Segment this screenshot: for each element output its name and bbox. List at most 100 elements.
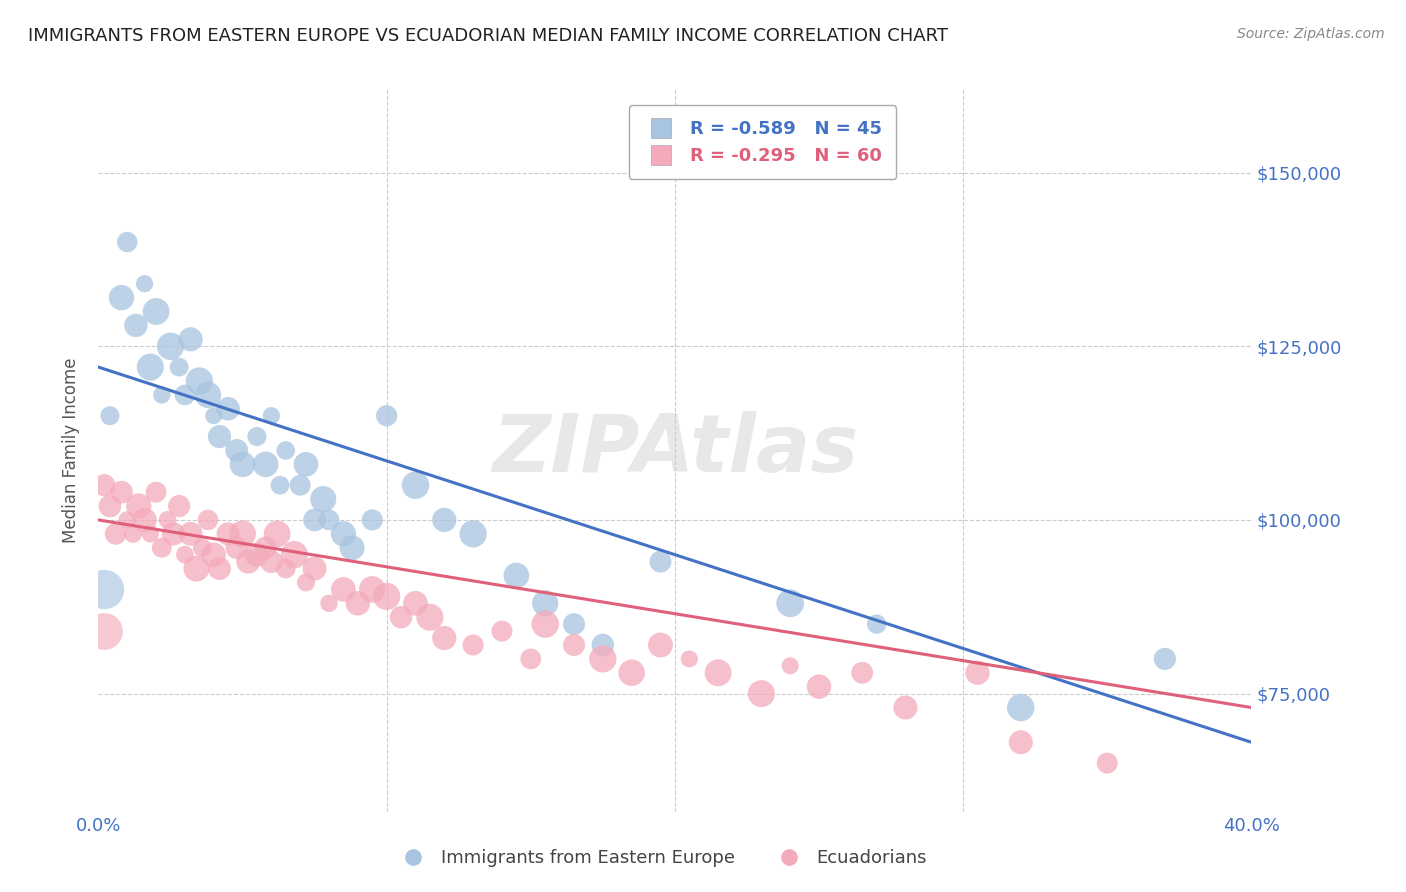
Point: [117, 513, 139, 527]
Point: [269, 478, 291, 492]
Point: [104, 526, 127, 541]
Text: IMMIGRANTS FROM EASTERN EUROPE VS ECUADORIAN MEDIAN FAMILY INCOME CORRELATION CH: IMMIGRANTS FROM EASTERN EUROPE VS ECUADO…: [28, 27, 948, 45]
Point: [122, 526, 145, 541]
Point: [167, 360, 190, 375]
Point: [188, 374, 211, 388]
Point: [260, 555, 283, 569]
Point: [562, 638, 585, 652]
Point: [318, 596, 340, 610]
Point: [389, 610, 412, 624]
Point: [93, 582, 115, 597]
Point: [1010, 735, 1032, 749]
Point: [346, 596, 368, 610]
Point: [134, 513, 156, 527]
Point: [318, 513, 340, 527]
Point: [1010, 700, 1032, 714]
Point: [174, 548, 197, 562]
Point: [562, 617, 585, 632]
Y-axis label: Median Family Income: Median Family Income: [62, 358, 80, 543]
Point: [139, 526, 162, 541]
Point: [678, 652, 700, 666]
Point: [650, 638, 672, 652]
Point: [433, 513, 456, 527]
Point: [405, 478, 427, 492]
Point: [128, 499, 150, 513]
Point: [1154, 652, 1177, 666]
Point: [332, 582, 354, 597]
Point: [202, 409, 225, 423]
Point: [461, 526, 484, 541]
Point: [534, 617, 557, 632]
Legend: Immigrants from Eastern Europe, Ecuadorians: Immigrants from Eastern Europe, Ecuadori…: [388, 842, 934, 874]
Point: [191, 541, 214, 555]
Point: [260, 409, 283, 423]
Point: [186, 561, 208, 575]
Point: [197, 388, 219, 402]
Point: [851, 665, 873, 680]
Legend: R = -0.589   N = 45, R = -0.295   N = 60: R = -0.589 N = 45, R = -0.295 N = 60: [628, 105, 897, 179]
Point: [246, 548, 269, 562]
Point: [808, 680, 831, 694]
Point: [592, 638, 614, 652]
Point: [93, 624, 115, 639]
Point: [225, 443, 247, 458]
Point: [231, 526, 254, 541]
Point: [592, 652, 614, 666]
Point: [332, 526, 354, 541]
Point: [150, 541, 173, 555]
Point: [304, 513, 326, 527]
Point: [405, 596, 427, 610]
Point: [93, 478, 115, 492]
Point: [419, 610, 441, 624]
Text: Source: ZipAtlas.com: Source: ZipAtlas.com: [1237, 27, 1385, 41]
Point: [117, 235, 139, 249]
Point: [751, 687, 773, 701]
Point: [295, 575, 318, 590]
Point: [520, 652, 543, 666]
Point: [231, 458, 254, 472]
Point: [197, 513, 219, 527]
Point: [246, 429, 269, 443]
Point: [866, 617, 889, 632]
Point: [312, 492, 335, 507]
Point: [145, 304, 167, 318]
Point: [274, 443, 297, 458]
Point: [491, 624, 513, 639]
Point: [650, 555, 672, 569]
Point: [304, 561, 326, 575]
Point: [98, 499, 121, 513]
Point: [1097, 756, 1119, 770]
Point: [110, 485, 132, 500]
Point: [894, 700, 917, 714]
Point: [361, 582, 384, 597]
Point: [150, 388, 173, 402]
Point: [180, 526, 202, 541]
Point: [461, 638, 484, 652]
Point: [139, 360, 162, 375]
Point: [254, 541, 277, 555]
Point: [180, 332, 202, 346]
Point: [174, 388, 197, 402]
Point: [707, 665, 730, 680]
Point: [283, 548, 305, 562]
Point: [433, 631, 456, 645]
Point: [159, 339, 181, 353]
Point: [274, 561, 297, 575]
Point: [779, 596, 801, 610]
Point: [208, 561, 231, 575]
Point: [375, 590, 398, 604]
Point: [217, 526, 239, 541]
Point: [202, 548, 225, 562]
Point: [505, 568, 527, 582]
Point: [134, 277, 156, 291]
Point: [98, 409, 121, 423]
Point: [375, 409, 398, 423]
Point: [162, 526, 184, 541]
Point: [266, 526, 288, 541]
Point: [779, 658, 801, 673]
Point: [208, 429, 231, 443]
Point: [238, 555, 260, 569]
Point: [145, 485, 167, 500]
Point: [340, 541, 363, 555]
Point: [295, 458, 318, 472]
